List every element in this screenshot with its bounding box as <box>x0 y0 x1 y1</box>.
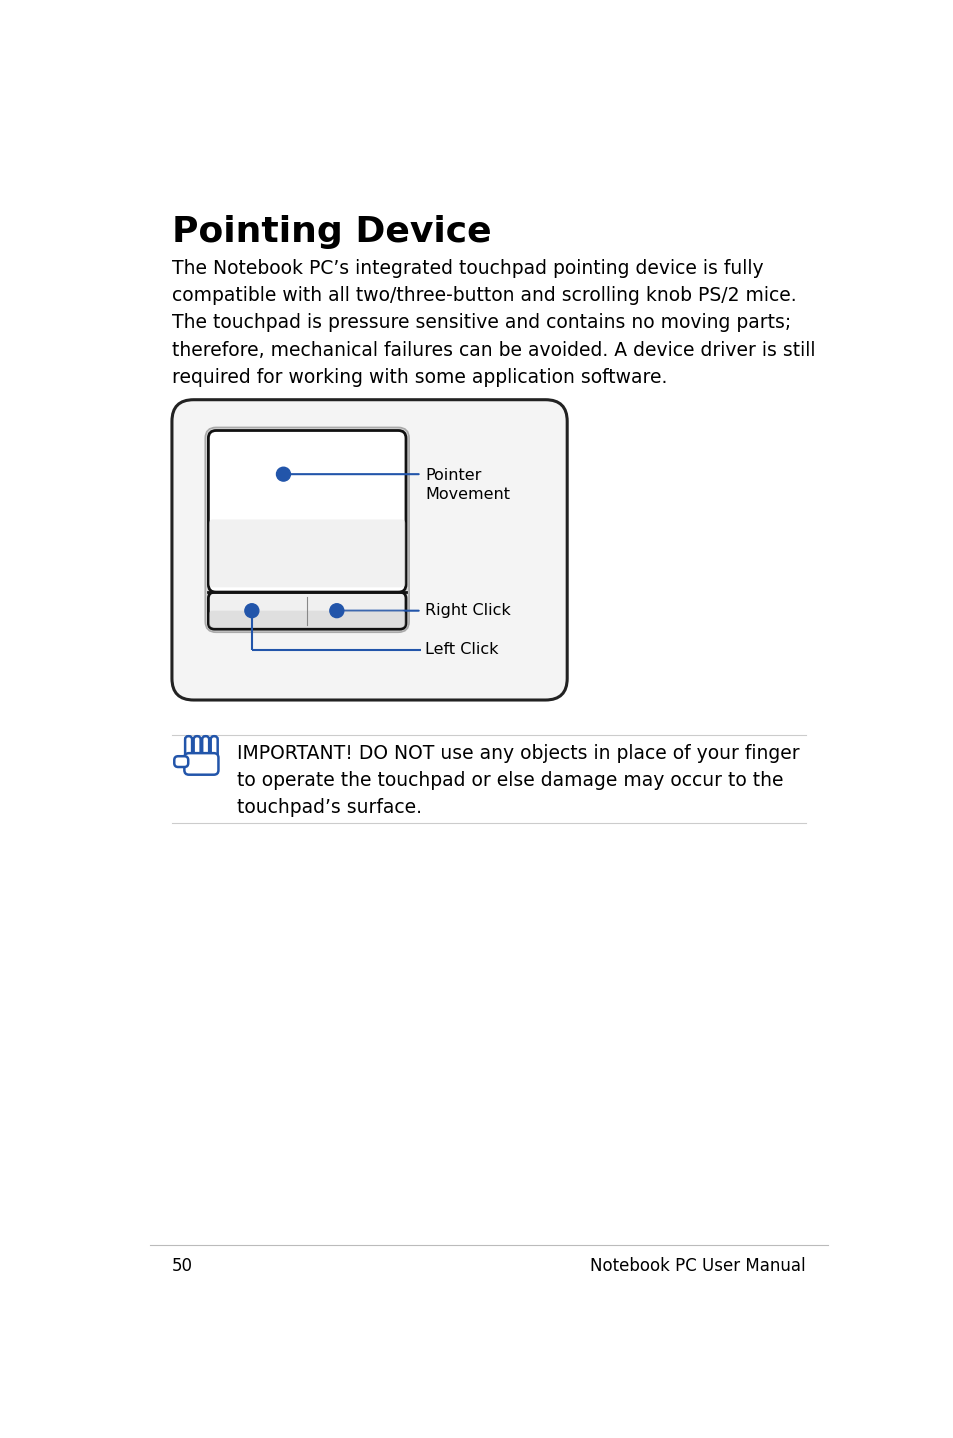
FancyBboxPatch shape <box>209 611 405 627</box>
FancyBboxPatch shape <box>184 754 218 775</box>
Text: Pointer
Movement: Pointer Movement <box>425 467 510 502</box>
FancyBboxPatch shape <box>208 592 406 630</box>
Text: IMPORTANT! DO NOT use any objects in place of your finger
to operate the touchpa: IMPORTANT! DO NOT use any objects in pla… <box>236 743 799 817</box>
FancyBboxPatch shape <box>193 736 200 761</box>
Text: Left Click: Left Click <box>425 643 498 657</box>
FancyBboxPatch shape <box>174 756 188 766</box>
Text: Pointing Device: Pointing Device <box>172 214 491 249</box>
Text: Notebook PC User Manual: Notebook PC User Manual <box>590 1257 805 1274</box>
Text: Right Click: Right Click <box>425 603 511 618</box>
Circle shape <box>330 604 343 617</box>
FancyBboxPatch shape <box>211 736 217 761</box>
FancyBboxPatch shape <box>202 736 209 761</box>
FancyBboxPatch shape <box>172 400 567 700</box>
Circle shape <box>276 467 290 482</box>
FancyBboxPatch shape <box>185 736 192 761</box>
FancyBboxPatch shape <box>208 430 406 592</box>
FancyBboxPatch shape <box>209 519 405 587</box>
Text: The Notebook PC’s integrated touchpad pointing device is fully
compatible with a: The Notebook PC’s integrated touchpad po… <box>172 259 815 387</box>
Circle shape <box>245 604 258 617</box>
Text: 50: 50 <box>172 1257 193 1274</box>
FancyBboxPatch shape <box>205 427 409 633</box>
